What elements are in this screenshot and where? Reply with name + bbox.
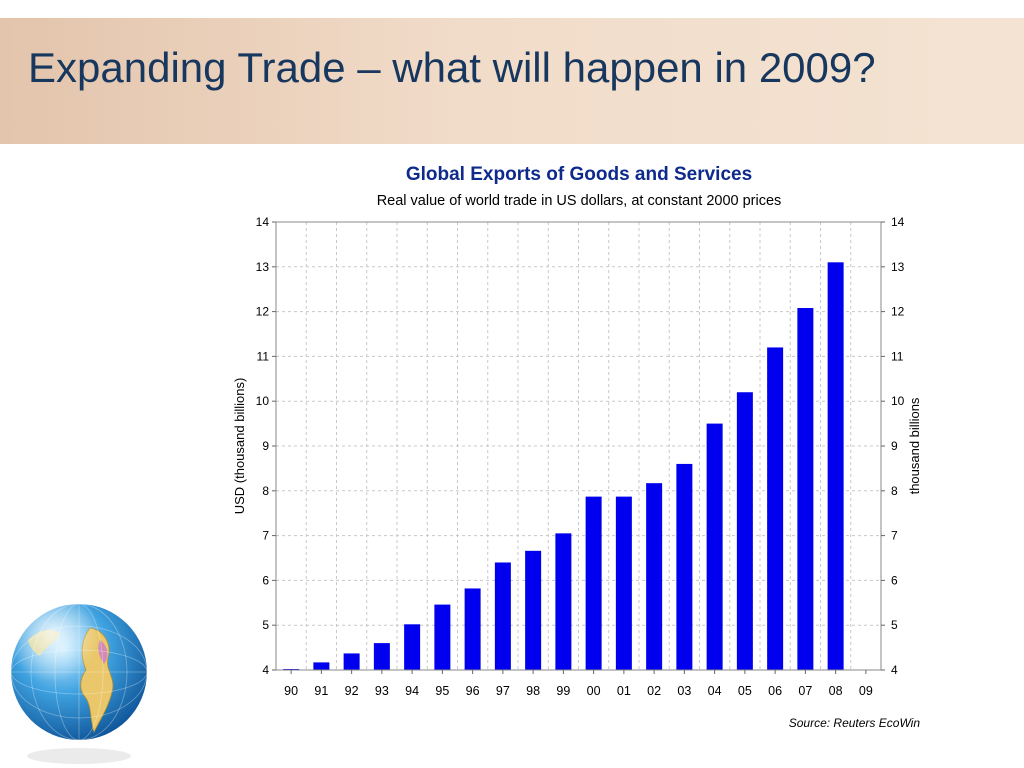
x-tick-label-91: 91 [314,684,328,698]
y-tick-label-left: 14 [256,215,270,229]
bar-05 [736,392,753,670]
y-tick-label-left: 9 [262,439,269,453]
x-tick-label-06: 06 [768,684,782,698]
bar-96 [464,588,481,670]
bar-92 [343,653,360,670]
x-tick-label-08: 08 [829,684,843,698]
bar-99 [555,533,572,670]
y-tick-label-left: 13 [256,260,270,274]
x-tick-label-96: 96 [466,684,480,698]
x-tick-label-93: 93 [375,684,389,698]
y-tick-label-left: 7 [262,529,269,543]
bar-00 [585,496,602,670]
x-tick-label-05: 05 [738,684,752,698]
chart-title: Global Exports of Goods and Services [406,164,752,185]
y-tick-label-left: 8 [262,484,269,498]
bar-08 [827,262,844,670]
x-tick-label-95: 95 [435,684,449,698]
y-tick-label-right: 9 [891,439,898,453]
x-tick-label-01: 01 [617,684,631,698]
x-tick-label-09: 09 [859,684,873,698]
y-tick-label-left: 11 [257,349,270,363]
y-tick-label-right: 7 [891,529,898,543]
y-tick-label-right: 4 [891,663,898,677]
globe-icon [10,603,148,764]
x-tick-label-99: 99 [556,684,570,698]
y-tick-label-right: 8 [891,484,898,498]
x-tick-label-90: 90 [284,684,298,698]
bar-97 [494,562,511,670]
slide-title: Expanding Trade – what will happen in 20… [28,44,876,91]
y-tick-label-left: 4 [262,663,269,677]
x-tick-label-00: 00 [587,684,601,698]
bar-07 [797,308,814,670]
x-tick-label-92: 92 [345,684,359,698]
title-band [0,18,1024,144]
y-tick-label-right: 11 [891,349,904,363]
y-tick-label-left: 12 [256,305,270,319]
x-tick-label-04: 04 [708,684,722,698]
y-tick-label-right: 5 [891,618,898,632]
x-tick-label-98: 98 [526,684,540,698]
x-tick-label-03: 03 [677,684,691,698]
x-tick-label-94: 94 [405,684,419,698]
bar-04 [706,423,723,670]
y-axis-label-left: USD (thousand billions) [232,378,247,515]
bar-91 [313,662,330,670]
chart-subtitle: Real value of world trade in US dollars,… [377,193,782,209]
bar-93 [373,643,390,670]
y-tick-label-right: 10 [891,394,905,408]
y-tick-label-left: 5 [262,618,269,632]
bar-03 [676,463,693,670]
bar-94 [404,624,421,670]
x-tick-label-02: 02 [647,684,661,698]
y-tick-label-left: 10 [256,394,270,408]
x-tick-label-07: 07 [798,684,812,698]
gridlines [276,222,881,670]
bar-02 [646,483,663,670]
y-tick-label-right: 13 [891,260,905,274]
y-tick-label-right: 6 [891,573,898,587]
x-tick-label-97: 97 [496,684,510,698]
bars [283,262,844,670]
source-note: Source: Reuters EcoWin [789,716,921,730]
bar-95 [434,604,451,670]
bar-06 [767,347,784,670]
y-tick-label-right: 14 [891,215,905,229]
bar-01 [615,496,632,670]
bar-98 [525,550,542,670]
y-tick-label-left: 6 [262,573,269,587]
y-axis-label-right: thousand billions [907,397,922,494]
y-tick-label-right: 12 [891,305,905,319]
